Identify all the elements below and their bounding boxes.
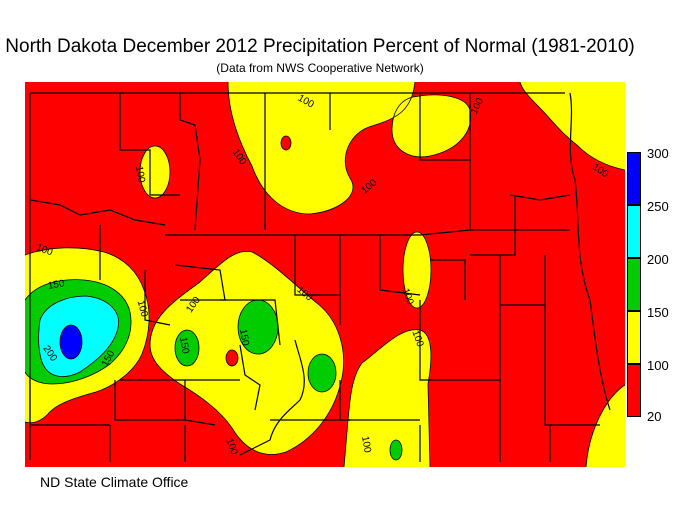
legend-swatch	[627, 258, 641, 311]
legend-tick-label: 250	[647, 199, 669, 214]
region-below-normal	[281, 136, 291, 150]
contour-band-100-150	[392, 94, 471, 157]
legend-tick-label: 200	[647, 252, 669, 267]
map-title: North Dakota December 2012 Precipitation…	[5, 36, 635, 57]
contour-band-100-150	[228, 82, 415, 214]
contour-band-100-150	[344, 329, 431, 467]
contour-label: 100	[135, 299, 150, 318]
contour-label: 100	[133, 165, 147, 184]
credit-text: ND State Climate Office	[40, 474, 189, 490]
contour-band-100-150	[586, 385, 625, 467]
contour-band-100-150	[150, 251, 344, 455]
region-below-normal	[226, 350, 238, 366]
color-legend: 300 250 200 150 100 20	[627, 146, 669, 424]
legend-swatch	[627, 152, 641, 205]
contour-band-150-200	[175, 330, 199, 366]
contour-band-100-150	[520, 82, 625, 170]
legend-tick-label: 300	[647, 146, 669, 161]
map-subtitle: (Data from NWS Cooperative Network)	[216, 61, 424, 75]
legend-swatch	[627, 205, 641, 258]
contour-label: 100	[359, 435, 373, 454]
contour-band-150-200	[308, 354, 336, 392]
contour-label: 150	[47, 278, 66, 292]
county-boundaries	[29, 92, 611, 462]
contour-band-250-300	[60, 325, 82, 359]
contour-label: 150	[177, 336, 191, 355]
contour-band-150-200	[390, 440, 402, 460]
legend-swatch	[627, 364, 641, 417]
contour-band-100-150	[403, 232, 431, 308]
contour-band-150-200	[238, 300, 278, 354]
legend-tick-label: 20	[647, 409, 662, 424]
legend-tick-label: 100	[647, 358, 669, 373]
legend-swatch	[627, 311, 641, 364]
contour-band-100-150	[140, 146, 170, 198]
legend-tick-label: 150	[647, 305, 669, 320]
contour-label: 150	[237, 328, 251, 347]
